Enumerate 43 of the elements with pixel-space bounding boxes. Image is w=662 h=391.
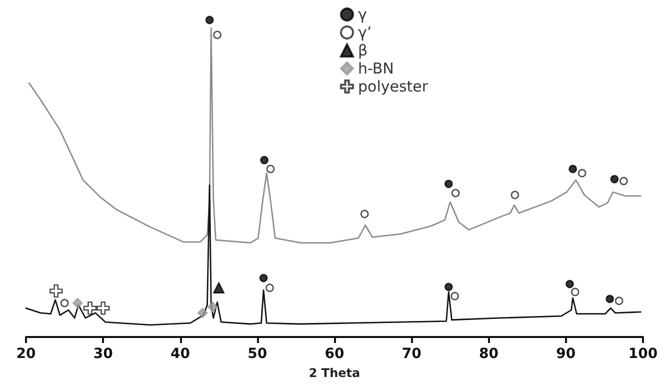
legend-label: h-BN	[358, 60, 394, 78]
point	[259, 274, 268, 282]
point	[266, 284, 274, 292]
legend-label: polyester	[358, 78, 429, 96]
point	[205, 16, 214, 24]
point	[566, 280, 574, 288]
x-tick-label: 70	[402, 346, 422, 362]
point	[510, 190, 520, 200]
point	[197, 308, 208, 318]
x-tick-label: 30	[93, 346, 114, 362]
legend-label: γ	[358, 6, 367, 24]
point	[568, 164, 577, 174]
x-tick-label: 20	[16, 346, 36, 362]
point	[60, 298, 69, 308]
point	[213, 282, 224, 294]
x-tick-label: 90	[556, 346, 576, 362]
point	[83, 302, 97, 315]
point	[360, 210, 369, 218]
point	[570, 288, 580, 296]
point	[96, 302, 110, 315]
point	[610, 174, 619, 184]
x-tick-label: 40	[170, 346, 190, 362]
point	[444, 180, 453, 188]
point	[451, 188, 460, 198]
legend-label: β	[358, 42, 368, 60]
x-axis-title: 2 Theta	[308, 366, 360, 380]
point	[260, 156, 268, 164]
x-tick-label: 80	[479, 346, 499, 362]
point	[207, 302, 218, 312]
point	[444, 282, 453, 292]
point	[620, 176, 628, 186]
point	[578, 168, 586, 178]
point	[72, 298, 83, 308]
x-tick-label: 60	[324, 346, 344, 362]
point	[606, 294, 614, 304]
point	[49, 284, 63, 298]
point	[614, 296, 624, 306]
x-tick-label: 100	[628, 346, 658, 362]
legend-label: γ’	[358, 24, 372, 42]
point	[266, 164, 275, 174]
point	[213, 30, 222, 40]
point	[450, 292, 459, 300]
x-tick-label: 50	[248, 346, 268, 362]
